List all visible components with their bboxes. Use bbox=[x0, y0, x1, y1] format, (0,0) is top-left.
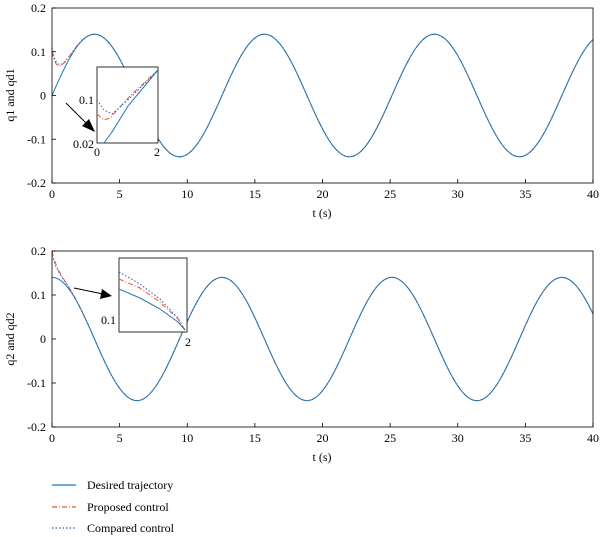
top-xtick-label: 0 bbox=[49, 187, 55, 201]
top-xtick-label: 5 bbox=[117, 187, 123, 201]
bottom-xtick-label: 35 bbox=[519, 431, 531, 445]
bottom-xtick-label: 20 bbox=[317, 431, 329, 445]
bottom-ytick-label: -0.1 bbox=[27, 376, 46, 390]
top-xtick-label: 25 bbox=[384, 187, 396, 201]
bottom-zoom-arrow bbox=[73, 287, 104, 295]
bottom-xtick-label: 0 bbox=[49, 431, 55, 445]
top-zoom-arrow bbox=[65, 102, 90, 127]
top-zoom-arrowhead bbox=[82, 119, 95, 132]
bottom-xlabel: t (s) bbox=[313, 450, 332, 464]
top-inset-desired-line bbox=[103, 69, 159, 144]
legend: Desired trajectory Proposed control Comp… bbox=[52, 478, 175, 535]
top-xtick-label: 20 bbox=[317, 187, 329, 201]
bottom-zoom-arrowhead bbox=[100, 289, 112, 299]
bottom-xtick-label: 15 bbox=[249, 431, 261, 445]
top-inset-xtick-label: 2 bbox=[154, 145, 160, 159]
top-inset: 0.1 0.02 0 2 bbox=[65, 66, 160, 159]
top-ticks: 0 5 10 15 20 25 30 35 40-0.2-0.100.10.2 bbox=[27, 1, 599, 201]
legend-label-proposed: Proposed control bbox=[87, 500, 169, 514]
bottom-inset-frame bbox=[118, 257, 188, 333]
top-ytick-label: 0.2 bbox=[31, 1, 46, 15]
top-xtick-label: 15 bbox=[249, 187, 261, 201]
bottom-ytick-label: -0.2 bbox=[27, 420, 46, 434]
bottom-inset-xtick-label: 2 bbox=[185, 335, 191, 349]
bottom-ytick-label: 0 bbox=[40, 332, 46, 346]
bottom-series-line-desired-trajectory bbox=[51, 276, 594, 402]
top-ytick-label: -0.2 bbox=[27, 176, 46, 190]
bottom-ylabel: q2 and qd2 bbox=[3, 312, 17, 365]
bottom-ticks: 0 5 10 15 20 25 30 35 40 -0.2 -0.1 0 0.1 0.2 bbox=[27, 244, 599, 445]
top-ytick-label: 0 bbox=[40, 89, 46, 103]
bottom-inset-desired-line bbox=[118, 288, 186, 331]
top-xtick-label: 30 bbox=[452, 187, 464, 201]
legend-label-desired: Desired trajectory bbox=[87, 478, 173, 492]
bottom-xtick-label: 40 bbox=[587, 431, 599, 445]
top-inset-compared-line bbox=[96, 69, 159, 115]
bottom-inset: 0.1 2 bbox=[73, 257, 191, 349]
bottom-xtick-label: 5 bbox=[117, 431, 123, 445]
bottom-xtick-label: 30 bbox=[452, 431, 464, 445]
top-inset-xtick-label: 0 bbox=[94, 145, 100, 159]
top-panel: 0 5 10 15 20 25 30 35 40-0.2-0.100.10.2 t (s) q1… bbox=[3, 1, 599, 220]
bottom-xtick-label: 25 bbox=[384, 431, 396, 445]
bottom-ytick-label: 0.1 bbox=[31, 288, 46, 302]
bottom-ytick-label: 0.2 bbox=[31, 244, 46, 258]
bottom-xtick-label: 10 bbox=[181, 431, 193, 445]
top-inset-ytick-label: 0.1 bbox=[79, 93, 94, 107]
top-inset-ytick-label: 0.02 bbox=[73, 137, 94, 151]
top-xtick-label: 10 bbox=[181, 187, 193, 201]
top-ytick-label: 0.1 bbox=[31, 45, 46, 59]
top-ylabel: q1 and qd1 bbox=[3, 68, 17, 121]
bottom-panel: 0 5 10 15 20 25 30 35 40 -0.2 -0.1 0 0.1 0.2 t (s) q2… bbox=[3, 244, 599, 464]
bottom-curves bbox=[51, 250, 594, 402]
top-xlabel: t (s) bbox=[313, 206, 332, 220]
top-xtick-label: 35 bbox=[519, 187, 531, 201]
bottom-inset-compared-line bbox=[118, 271, 186, 331]
top-ytick-label: -0.1 bbox=[27, 132, 46, 146]
bottom-inset-ytick-label: 0.1 bbox=[101, 313, 116, 327]
bottom-inset-proposed-line bbox=[118, 278, 186, 331]
legend-label-compared: Compared control bbox=[87, 521, 175, 535]
top-xtick-label: 40 bbox=[587, 187, 599, 201]
